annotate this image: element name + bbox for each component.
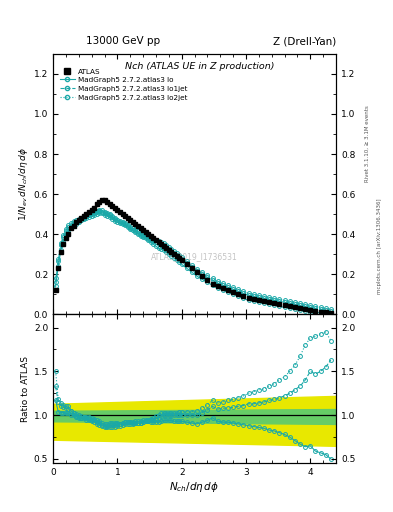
Text: Rivet 3.1.10, ≥ 3.1M events: Rivet 3.1.10, ≥ 3.1M events (365, 105, 370, 182)
Legend: ATLAS, MadGraph5 2.7.2.atlas3 lo, MadGraph5 2.7.2.atlas3 lo1jet, MadGraph5 2.7.2: ATLAS, MadGraph5 2.7.2.atlas3 lo, MadGra… (57, 65, 191, 103)
X-axis label: $N_{ch}/d\eta\,d\phi$: $N_{ch}/d\eta\,d\phi$ (169, 480, 220, 494)
Text: Z (Drell-Yan): Z (Drell-Yan) (273, 36, 336, 46)
Y-axis label: Ratio to ATLAS: Ratio to ATLAS (21, 356, 29, 422)
Text: ATLAS_2019_I1736531: ATLAS_2019_I1736531 (151, 252, 238, 262)
Text: 13000 GeV pp: 13000 GeV pp (86, 36, 161, 46)
Text: Nch (ATLAS UE in Z production): Nch (ATLAS UE in Z production) (125, 61, 275, 71)
Y-axis label: $1/N_{ev}\,dN_{ch}/d\eta\,d\phi$: $1/N_{ev}\,dN_{ch}/d\eta\,d\phi$ (17, 147, 29, 221)
Text: mcplots.cern.ch [arXiv:1306.3436]: mcplots.cern.ch [arXiv:1306.3436] (377, 198, 382, 293)
